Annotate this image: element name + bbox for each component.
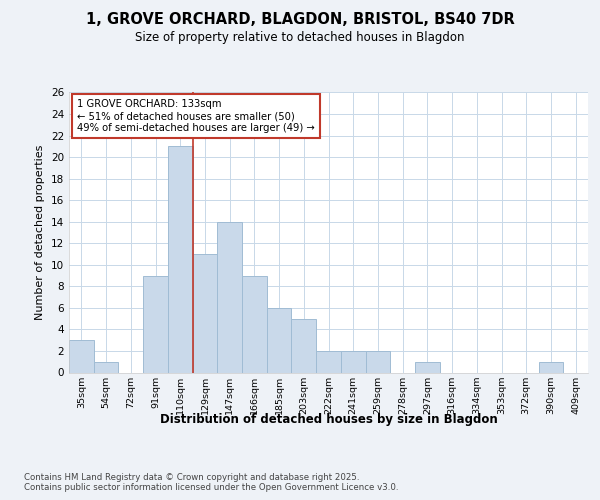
Bar xyxy=(143,276,168,372)
Bar xyxy=(539,362,563,372)
Text: 1 GROVE ORCHARD: 133sqm
← 51% of detached houses are smaller (50)
49% of semi-de: 1 GROVE ORCHARD: 133sqm ← 51% of detache… xyxy=(77,100,314,132)
Bar xyxy=(316,351,341,372)
Text: 1, GROVE ORCHARD, BLAGDON, BRISTOL, BS40 7DR: 1, GROVE ORCHARD, BLAGDON, BRISTOL, BS40… xyxy=(86,12,514,28)
Bar xyxy=(341,351,365,372)
Bar xyxy=(292,318,316,372)
Bar xyxy=(242,276,267,372)
Bar xyxy=(415,362,440,372)
Text: Contains HM Land Registry data © Crown copyright and database right 2025.
Contai: Contains HM Land Registry data © Crown c… xyxy=(24,472,398,492)
Bar xyxy=(168,146,193,372)
Y-axis label: Number of detached properties: Number of detached properties xyxy=(35,145,46,320)
Text: Distribution of detached houses by size in Blagdon: Distribution of detached houses by size … xyxy=(160,412,497,426)
Bar xyxy=(217,222,242,372)
Bar xyxy=(69,340,94,372)
Bar xyxy=(267,308,292,372)
Bar xyxy=(365,351,390,372)
Bar xyxy=(193,254,217,372)
Text: Size of property relative to detached houses in Blagdon: Size of property relative to detached ho… xyxy=(135,31,465,44)
Bar xyxy=(94,362,118,372)
